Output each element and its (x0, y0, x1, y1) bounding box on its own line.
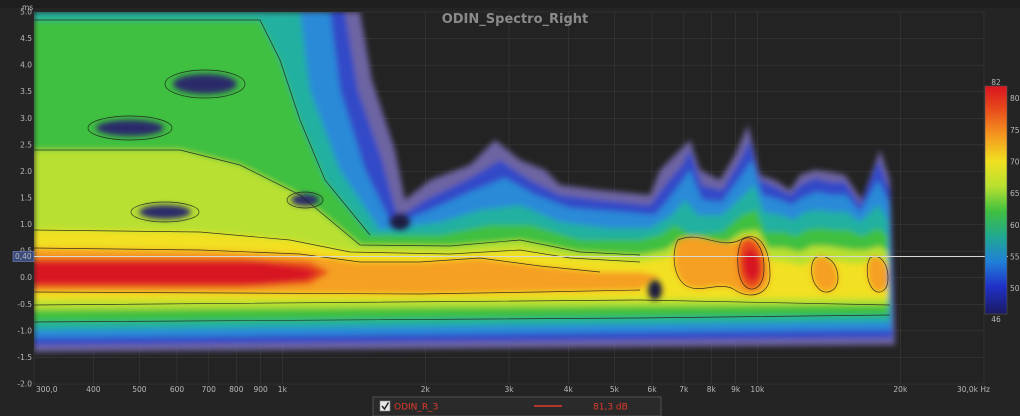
x-tick-label: 10k (750, 385, 765, 394)
y-tick-label: -1.5 (17, 353, 32, 362)
x-tick-label: 900 (253, 385, 268, 394)
x-tick-label: 800 (229, 385, 244, 394)
legend-checkbox[interactable] (379, 400, 391, 412)
colorbar (984, 85, 1008, 315)
x-tick-label: 8k (707, 385, 717, 394)
y-tick-label: 3.5 (20, 87, 32, 96)
y-tick-label: 2.0 (20, 167, 32, 176)
colorbar-tick-label: 46 (991, 315, 1001, 324)
x-tick-label: 4k (564, 385, 574, 394)
legend-box (372, 396, 662, 416)
y-tick-label: 1.5 (20, 194, 32, 203)
y-tick-label: 4.0 (20, 61, 32, 70)
colorbar-tick-label: 75 (1010, 126, 1020, 135)
x-tick-label: 600 (170, 385, 185, 394)
y-tick-label: 3.0 (20, 114, 32, 123)
colorbar-ticks: 82 80 75 70 65 60 55 50 46 (991, 78, 1020, 324)
legend-series-name: ODIN_R_3 (394, 403, 438, 413)
x-tick-label: 500 (132, 385, 147, 394)
x-tick-label: 300,0 (36, 385, 58, 394)
y-tick-label: 4.5 (20, 34, 32, 43)
y-tick-label: 5.0 (20, 8, 32, 17)
colorbar-tick-label: 60 (1010, 221, 1020, 230)
checkmark-icon (381, 402, 390, 411)
cursor-value-box[interactable] (12, 251, 35, 262)
window-top-bar (0, 0, 1020, 8)
x-axis-ticks: 300,0 400 500 600 700 800 900 1k 2k 3k 4k 5k 6k 7k 8k 9… (36, 385, 990, 394)
x-tick-label: 20k (893, 385, 908, 394)
y-tick-label: -1.0 (17, 326, 32, 335)
x-tick-label: 6k (647, 385, 657, 394)
y-tick-label: 1.0 (20, 220, 32, 229)
colorbar-tick-label: 82 (991, 78, 1001, 87)
legend: ODIN_R_3 81,3 dB (372, 396, 662, 416)
colorbar-tick-label: 55 (1010, 253, 1020, 262)
cursor-value-label: 0,40 (15, 252, 32, 261)
colorbar-tick-label: 50 (1010, 284, 1020, 293)
x-tick-label: 700 (202, 385, 217, 394)
legend-series-value: 81,3 dB (593, 403, 628, 413)
y-tick-label: 0.0 (20, 273, 32, 282)
x-tick-label: 3k (504, 385, 514, 394)
colorbar-tick-label: 70 (1010, 158, 1020, 167)
x-tick-label: 2k (421, 385, 431, 394)
y-axis-label: ms (22, 3, 33, 12)
x-tick-label: 9k (731, 385, 741, 394)
chart-title: ODIN_Spectro_Right (442, 12, 589, 27)
x-tick-label: 1k (278, 385, 288, 394)
x-tick-label: 7k (679, 385, 689, 394)
y-tick-label: -0.5 (17, 300, 32, 309)
colorbar-tick-label: 80 (1010, 94, 1020, 103)
x-tick-label: 400 (86, 385, 101, 394)
x-tick-label: 30,0k Hz (957, 385, 990, 394)
x-tick-label: 5k (610, 385, 620, 394)
y-tick-label: 0.5 (20, 247, 32, 256)
colorbar-tick-label: 65 (1010, 189, 1020, 198)
y-tick-label: 2.5 (20, 140, 32, 149)
y-tick-label: -2.0 (17, 380, 32, 389)
y-axis-ticks: 5.0 4.5 4.0 3.5 3.0 2.5 2.0 1.5 1.0 0.5 0.0 -0.5 -1.… (17, 8, 32, 389)
